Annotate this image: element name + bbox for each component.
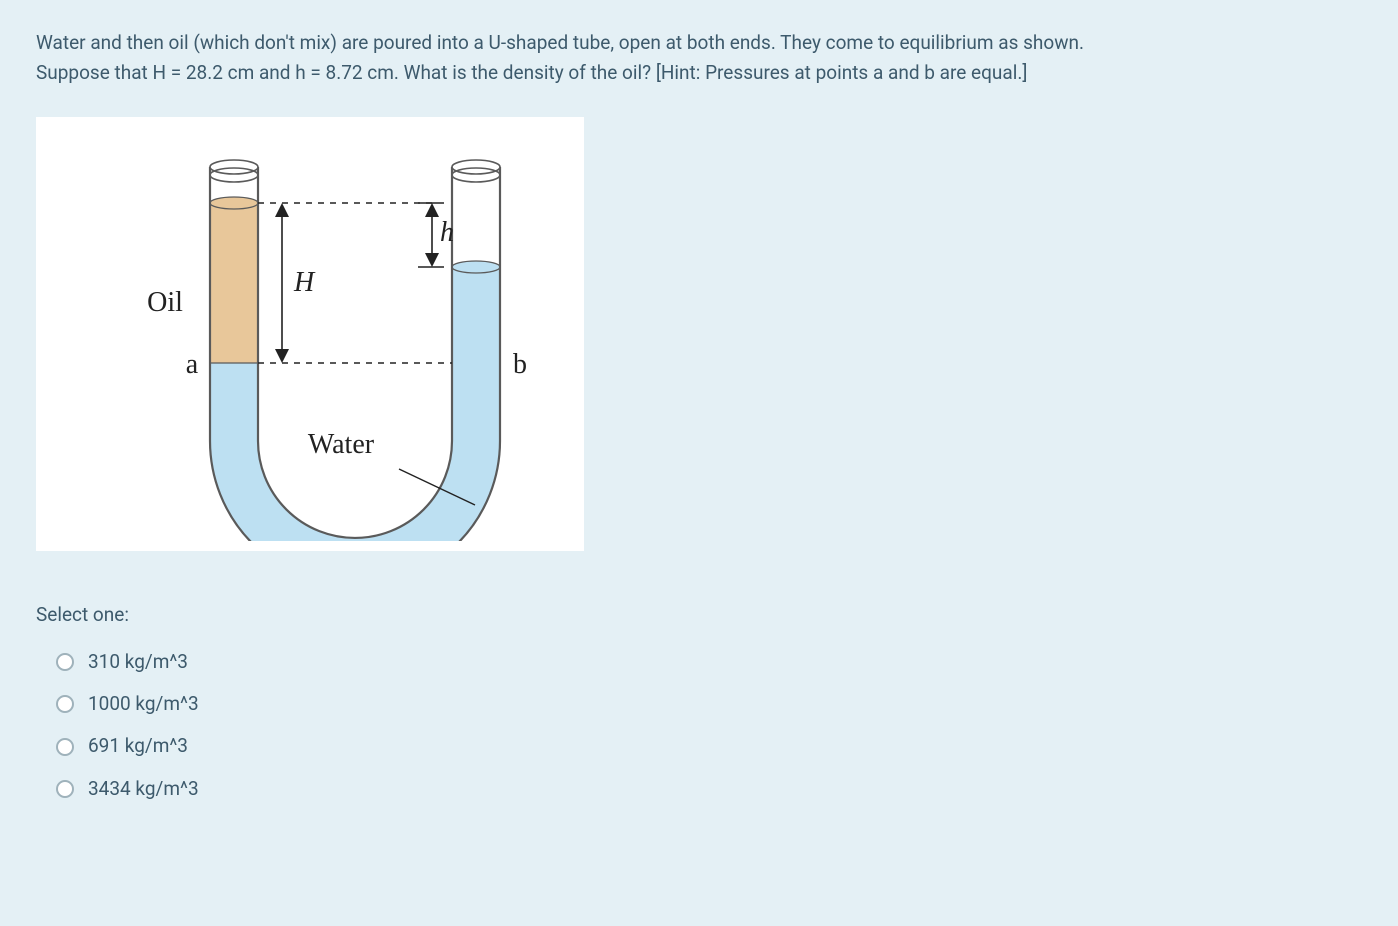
option-row[interactable]: 1000 kg/m^3 [36,683,1362,725]
radio-button[interactable] [56,695,74,713]
u-tube-diagram: Oil Hh a b Water [50,131,570,541]
figure-container: Oil Hh a b Water [36,117,584,551]
option-label: 310 kg/m^3 [88,647,188,677]
svg-text:Water: Water [308,429,375,460]
radio-button[interactable] [56,780,74,798]
option-label: 691 kg/m^3 [88,731,188,761]
question-text: Water and then oil (which don't mix) are… [36,28,1136,89]
svg-text:H: H [293,267,316,298]
option-row[interactable]: 310 kg/m^3 [36,641,1362,683]
radio-button[interactable] [56,653,74,671]
svg-text:h: h [440,217,454,248]
option-row[interactable]: 3434 kg/m^3 [36,768,1362,810]
option-label: 1000 kg/m^3 [88,689,199,719]
select-one-label: Select one: [36,600,1362,630]
radio-button[interactable] [56,738,74,756]
svg-text:a: a [186,349,199,380]
option-row[interactable]: 691 kg/m^3 [36,725,1362,767]
option-label: 3434 kg/m^3 [88,774,199,804]
svg-text:Oil: Oil [147,287,183,318]
options-group: 310 kg/m^3 1000 kg/m^3 691 kg/m^3 3434 kg/m… [36,641,1362,811]
svg-text:b: b [513,349,527,380]
